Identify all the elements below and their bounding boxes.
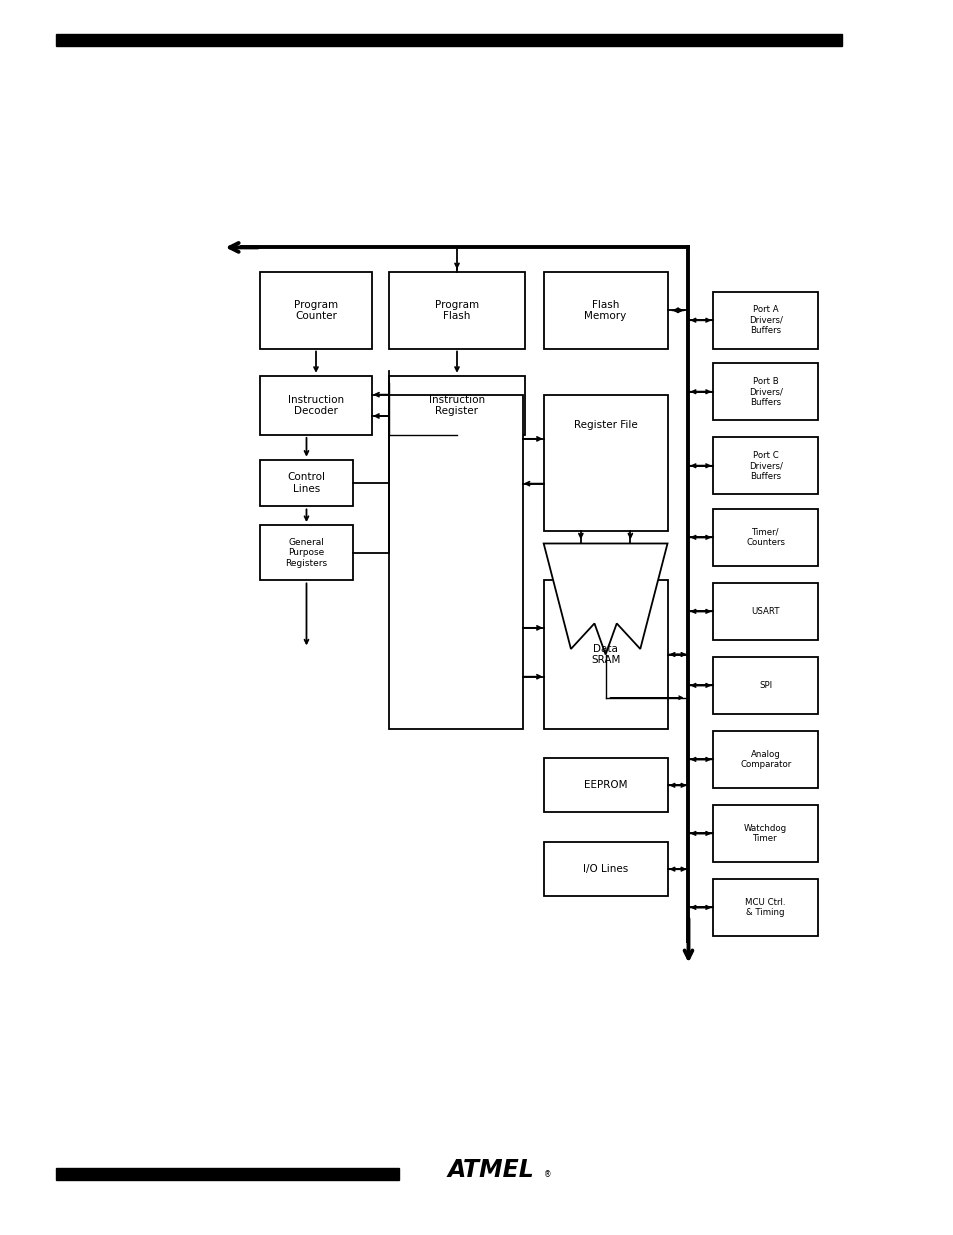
Text: Control
Lines: Control Lines: [287, 472, 325, 494]
Text: Analog
Comparator: Analog Comparator: [740, 750, 790, 769]
Bar: [713, 879, 817, 936]
Bar: [389, 375, 524, 435]
Bar: [713, 437, 817, 494]
Bar: [56, 1167, 398, 1179]
Text: USART: USART: [751, 606, 779, 616]
Bar: [543, 395, 667, 531]
Bar: [713, 731, 817, 788]
Bar: [713, 363, 817, 420]
Bar: [713, 657, 817, 714]
Bar: [713, 583, 817, 640]
Text: Flash
Memory: Flash Memory: [584, 300, 626, 321]
Bar: [713, 509, 817, 566]
Text: Port A
Drivers/
Buffers: Port A Drivers/ Buffers: [748, 305, 781, 335]
Bar: [259, 375, 372, 435]
Text: Register File: Register File: [573, 420, 637, 430]
Text: Port C
Drivers/
Buffers: Port C Drivers/ Buffers: [748, 451, 781, 480]
Text: I/O Lines: I/O Lines: [582, 864, 628, 874]
Bar: [259, 272, 372, 348]
Text: MCU Ctrl.
& Timing: MCU Ctrl. & Timing: [744, 898, 785, 918]
Text: Program
Counter: Program Counter: [294, 300, 337, 321]
Text: General
Purpose
Registers: General Purpose Registers: [285, 537, 327, 568]
Bar: [259, 525, 353, 580]
Bar: [56, 35, 841, 47]
Bar: [259, 459, 353, 506]
Text: Program
Flash: Program Flash: [435, 300, 478, 321]
Polygon shape: [543, 543, 667, 655]
Bar: [713, 291, 817, 348]
Text: Timer/
Counters: Timer/ Counters: [745, 527, 784, 547]
Bar: [543, 842, 667, 897]
Text: SPI: SPI: [759, 680, 771, 690]
Text: ®: ®: [543, 1170, 551, 1178]
Text: EEPROM: EEPROM: [583, 781, 627, 790]
Text: Watchdog
Timer: Watchdog Timer: [743, 824, 786, 844]
Bar: [543, 272, 667, 348]
Text: Instruction
Register: Instruction Register: [429, 394, 484, 416]
Bar: [543, 580, 667, 729]
Bar: [389, 395, 522, 729]
Text: Instruction
Decoder: Instruction Decoder: [288, 394, 344, 416]
Text: Port B
Drivers/
Buffers: Port B Drivers/ Buffers: [748, 377, 781, 406]
Text: Data
SRAM: Data SRAM: [590, 643, 619, 666]
Bar: [713, 805, 817, 862]
Text: ATMEL: ATMEL: [448, 1158, 534, 1182]
Bar: [389, 272, 524, 348]
Bar: [543, 758, 667, 813]
